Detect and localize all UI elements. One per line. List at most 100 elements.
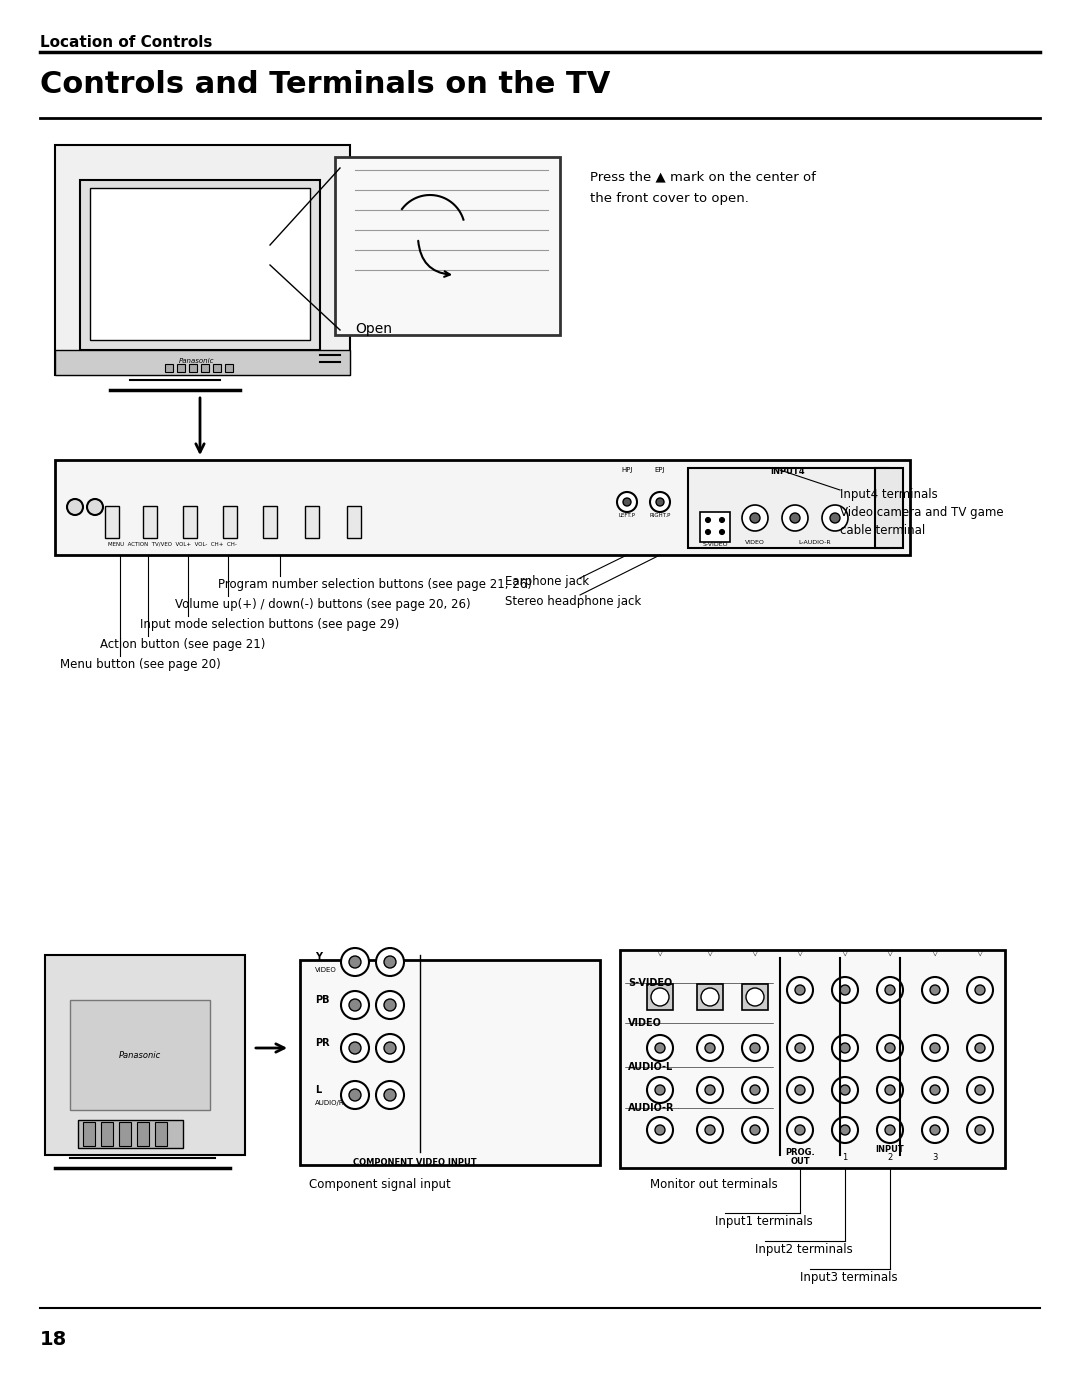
Circle shape <box>376 949 404 977</box>
Circle shape <box>789 513 800 522</box>
Circle shape <box>795 985 805 995</box>
Circle shape <box>840 1125 850 1134</box>
Circle shape <box>922 1035 948 1060</box>
Bar <box>700 511 730 542</box>
Circle shape <box>697 1118 723 1143</box>
Text: RIGHT.P: RIGHT.P <box>649 513 671 518</box>
Text: cable terminal: cable terminal <box>840 524 926 536</box>
Circle shape <box>967 977 993 1003</box>
Circle shape <box>787 1077 813 1104</box>
Circle shape <box>877 1118 903 1143</box>
Circle shape <box>922 1077 948 1104</box>
Text: ▽: ▽ <box>706 949 713 957</box>
Circle shape <box>787 977 813 1003</box>
Circle shape <box>832 1077 858 1104</box>
Text: VIDEO: VIDEO <box>627 1018 662 1028</box>
Circle shape <box>832 977 858 1003</box>
Text: Volume up(+) / down(-) buttons (see page 20, 26): Volume up(+) / down(-) buttons (see page… <box>175 598 471 610</box>
Text: S-VIDEO: S-VIDEO <box>627 978 672 988</box>
Text: Location of Controls: Location of Controls <box>40 35 213 50</box>
Text: COMPONENT VIDEO INPUT: COMPONENT VIDEO INPUT <box>353 1158 476 1166</box>
Circle shape <box>975 1125 985 1134</box>
Text: Press the ▲ mark on the center of: Press the ▲ mark on the center of <box>590 170 815 183</box>
Bar <box>119 1122 131 1146</box>
Text: ▽: ▽ <box>976 949 983 957</box>
Circle shape <box>840 1085 850 1095</box>
Circle shape <box>341 949 369 977</box>
Circle shape <box>885 985 895 995</box>
Text: Component signal input: Component signal input <box>309 1178 450 1192</box>
Bar <box>688 468 888 548</box>
Text: VIDEO: VIDEO <box>315 967 337 972</box>
Text: 3: 3 <box>932 1153 937 1162</box>
Text: Controls and Terminals on the TV: Controls and Terminals on the TV <box>40 70 610 99</box>
Bar <box>742 983 768 1010</box>
Circle shape <box>975 1085 985 1095</box>
Text: VIDEO: VIDEO <box>745 541 765 545</box>
Circle shape <box>877 1077 903 1104</box>
Bar <box>55 460 910 555</box>
Text: MENU  ACTION  TV/VEO  VOL+  VOL-  CH+  CH-: MENU ACTION TV/VEO VOL+ VOL- CH+ CH- <box>108 542 237 548</box>
Circle shape <box>967 1077 993 1104</box>
Text: PROG.: PROG. <box>785 1148 815 1157</box>
Circle shape <box>877 977 903 1003</box>
Text: ▽: ▽ <box>752 949 758 957</box>
Text: Video camera and TV game: Video camera and TV game <box>840 506 1003 520</box>
Circle shape <box>67 499 83 515</box>
Circle shape <box>885 1125 895 1134</box>
Bar <box>305 506 319 538</box>
Circle shape <box>750 1085 760 1095</box>
Text: ▽: ▽ <box>932 949 939 957</box>
Bar <box>143 506 157 538</box>
Circle shape <box>654 1044 665 1053</box>
Circle shape <box>341 1034 369 1062</box>
Circle shape <box>795 1085 805 1095</box>
Circle shape <box>705 1125 715 1134</box>
Circle shape <box>384 1042 396 1053</box>
Circle shape <box>701 988 719 1006</box>
Bar <box>70 1000 210 1111</box>
Circle shape <box>349 999 361 1011</box>
Circle shape <box>647 1035 673 1060</box>
Text: ▽: ▽ <box>841 949 848 957</box>
Text: 1: 1 <box>842 1153 848 1162</box>
Circle shape <box>349 1090 361 1101</box>
Bar <box>347 506 361 538</box>
Circle shape <box>877 1035 903 1060</box>
Text: Panasonic: Panasonic <box>179 358 215 365</box>
Circle shape <box>975 1044 985 1053</box>
Text: Stereo headphone jack: Stereo headphone jack <box>505 595 642 608</box>
Circle shape <box>840 1044 850 1053</box>
Text: S-VIDEO: S-VIDEO <box>702 542 728 548</box>
Bar <box>105 506 119 538</box>
Text: L-AUDIO-R: L-AUDIO-R <box>799 541 832 545</box>
Text: EPJ: EPJ <box>654 467 665 474</box>
Bar <box>177 365 185 372</box>
Text: ▽: ▽ <box>657 949 663 957</box>
Circle shape <box>967 1118 993 1143</box>
Bar <box>697 983 723 1010</box>
Circle shape <box>742 1035 768 1060</box>
Circle shape <box>376 1081 404 1109</box>
Text: PR: PR <box>315 1038 329 1048</box>
Circle shape <box>746 988 764 1006</box>
Text: Input4 terminals: Input4 terminals <box>840 488 937 502</box>
Text: L: L <box>315 1085 321 1095</box>
Circle shape <box>885 1044 895 1053</box>
Circle shape <box>787 1118 813 1143</box>
Circle shape <box>654 1085 665 1095</box>
Circle shape <box>795 1044 805 1053</box>
Bar <box>78 1120 183 1148</box>
Circle shape <box>651 988 669 1006</box>
Circle shape <box>832 1035 858 1060</box>
Bar <box>80 180 320 351</box>
Circle shape <box>647 1118 673 1143</box>
Circle shape <box>795 1125 805 1134</box>
Circle shape <box>349 1042 361 1053</box>
Bar <box>55 145 350 374</box>
Circle shape <box>384 956 396 968</box>
Bar <box>83 1122 95 1146</box>
Circle shape <box>831 513 840 522</box>
Circle shape <box>647 1077 673 1104</box>
Circle shape <box>341 990 369 1018</box>
